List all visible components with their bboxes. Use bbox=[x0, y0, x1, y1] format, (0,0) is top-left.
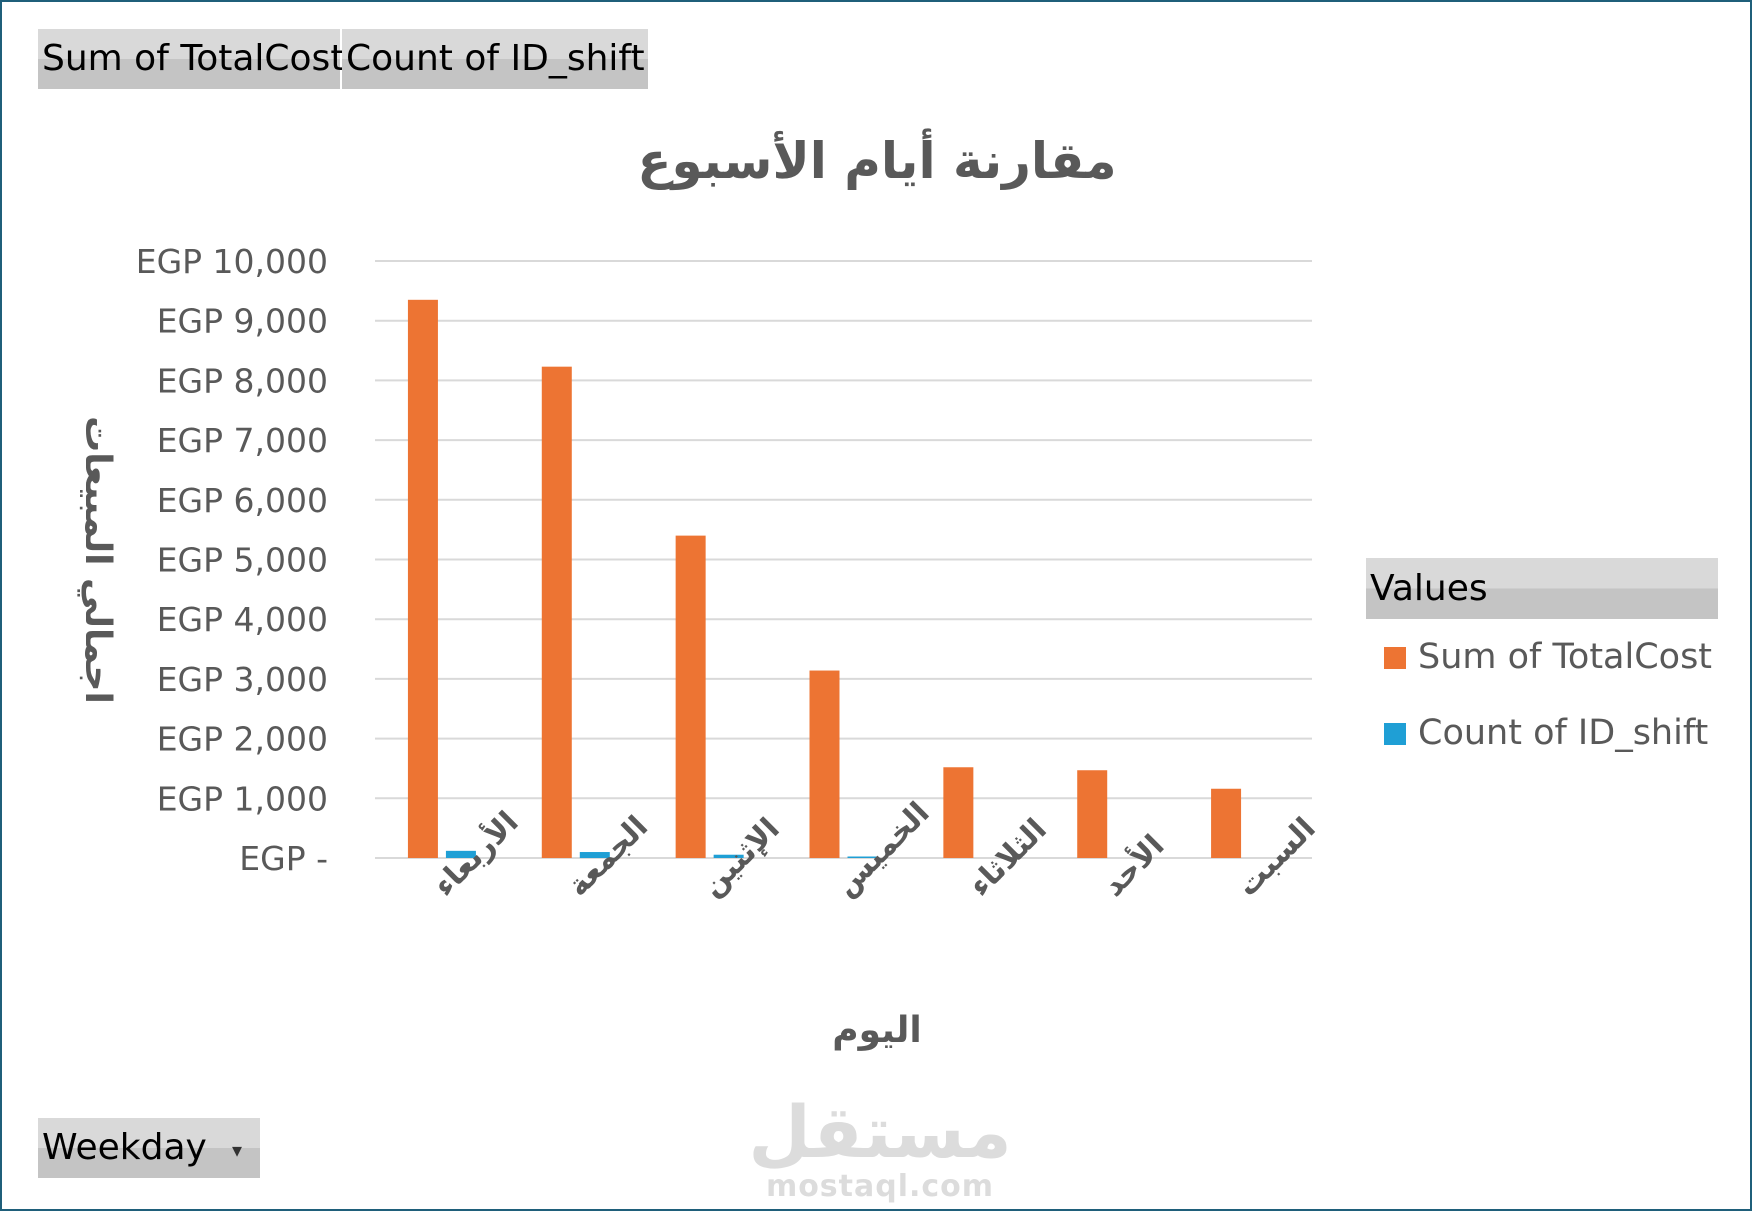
y-axis-ticks: EGP - EGP 1,000 EGP 2,000 EGP 3,000 EGP 4,00… bbox=[136, 242, 328, 878]
legend-swatch-sum bbox=[1384, 647, 1406, 669]
y-tick-label: EGP 10,000 bbox=[136, 242, 328, 281]
legend-label-sum: Sum of TotalCost bbox=[1418, 637, 1713, 677]
weekday-field-button[interactable]: Weekday ▾ bbox=[38, 1118, 260, 1178]
legend-label-count: Count of ID_shift bbox=[1418, 713, 1709, 753]
legend-item-count: Count of ID_shift bbox=[1384, 713, 1708, 753]
legend-item-sum: Sum of TotalCost bbox=[1384, 637, 1712, 677]
legend-swatch-count bbox=[1384, 723, 1406, 745]
bar-sum-5 bbox=[1077, 770, 1108, 858]
bar-sum-0 bbox=[407, 299, 438, 858]
bars bbox=[407, 299, 1242, 858]
weekday-label: Weekday bbox=[42, 1127, 207, 1168]
count-id-shift-field-button[interactable]: Count of ID_shift bbox=[342, 29, 648, 89]
watermark-latin: mostaql.com bbox=[765, 1169, 995, 1204]
y-tick-label: EGP 6,000 bbox=[157, 481, 328, 520]
bar-sum-2 bbox=[675, 535, 706, 858]
x-tick-label: الأربعاء bbox=[425, 803, 525, 903]
y-tick-label: EGP 4,000 bbox=[157, 600, 328, 639]
y-tick-label: EGP 1,000 bbox=[157, 779, 328, 818]
chart-title: مقارنة أيام الأسبوع bbox=[637, 128, 1116, 191]
y-tick-label: EGP 5,000 bbox=[157, 541, 328, 580]
bar-count-2 bbox=[713, 854, 744, 858]
bar-count-1 bbox=[579, 852, 610, 858]
y-tick-label: EGP 3,000 bbox=[157, 660, 328, 699]
legend-header[interactable]: Values bbox=[1366, 558, 1718, 619]
x-axis-title: اليوم bbox=[832, 1010, 922, 1051]
watermark-arabic: مستقل bbox=[748, 1090, 1012, 1174]
y-tick-label: EGP 9,000 bbox=[157, 302, 328, 341]
bar-sum-3 bbox=[809, 670, 840, 858]
dropdown-arrow-icon[interactable]: ▾ bbox=[231, 1138, 242, 1162]
bar-count-0 bbox=[445, 850, 476, 858]
x-tick-label: الجمعة bbox=[561, 809, 655, 903]
x-tick-label: الخميس bbox=[828, 796, 936, 904]
y-tick-label: EGP 2,000 bbox=[157, 720, 328, 759]
bar-sum-4 bbox=[943, 767, 974, 858]
bar-sum-6 bbox=[1211, 788, 1242, 858]
y-tick-label: EGP 8,000 bbox=[157, 361, 328, 400]
gridlines bbox=[375, 260, 1312, 859]
y-axis-title: اجمالي المبيعات bbox=[77, 416, 118, 704]
bar-sum-1 bbox=[541, 366, 572, 858]
bar-count-3 bbox=[847, 856, 878, 858]
sum-totalcost-field-button[interactable]: Sum of TotalCost bbox=[38, 29, 344, 89]
y-tick-label: EGP 7,000 bbox=[157, 421, 328, 460]
y-tick-label: EGP - bbox=[239, 839, 328, 878]
watermark: مستقل mostaql.com bbox=[740, 1092, 1020, 1202]
